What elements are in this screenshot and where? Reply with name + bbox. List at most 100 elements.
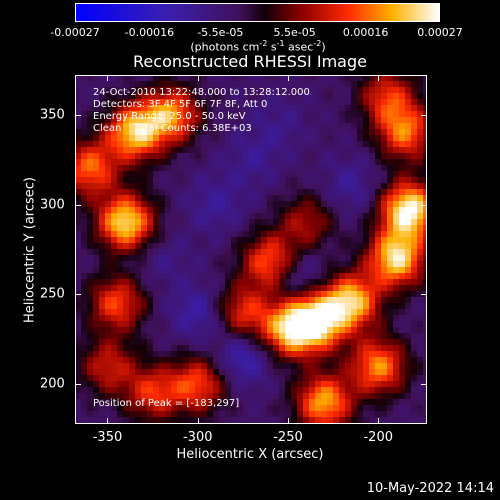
heatmap-cell xyxy=(243,117,249,123)
heatmap-cell xyxy=(111,309,117,315)
heatmap-cell xyxy=(99,363,105,369)
heatmap-cell xyxy=(177,111,183,117)
heatmap-cell xyxy=(327,177,333,183)
heatmap-cell xyxy=(411,279,417,285)
heatmap-cell xyxy=(375,333,381,339)
heatmap-cell xyxy=(195,267,201,273)
heatmap-cell xyxy=(207,189,213,195)
heatmap-cell xyxy=(111,387,117,393)
heatmap-cell xyxy=(351,237,357,243)
heatmap-cell xyxy=(243,177,249,183)
heatmap-cell xyxy=(327,285,333,291)
heatmap-cell xyxy=(195,231,201,237)
heatmap-cell xyxy=(183,231,189,237)
heatmap-cell xyxy=(405,177,411,183)
heatmap-cell xyxy=(129,417,135,423)
heatmap-cell xyxy=(129,321,135,327)
heatmap-cell xyxy=(201,303,207,309)
heatmap-cell xyxy=(147,333,153,339)
heatmap-cell xyxy=(291,261,297,267)
heatmap-cell xyxy=(195,261,201,267)
heatmap-cell xyxy=(153,351,159,357)
heatmap-cell xyxy=(183,159,189,165)
heatmap-cell xyxy=(75,321,81,327)
heatmap-cell xyxy=(393,357,399,363)
heatmap-cell xyxy=(381,249,387,255)
heatmap-cell xyxy=(327,327,333,333)
heatmap-cell xyxy=(315,315,321,321)
heatmap-cell xyxy=(417,183,423,189)
heatmap-cell xyxy=(165,189,171,195)
heatmap-cell xyxy=(369,171,375,177)
heatmap-cell xyxy=(117,117,123,123)
heatmap-cell xyxy=(423,267,427,273)
heatmap-cell xyxy=(237,321,243,327)
heatmap-cell xyxy=(99,159,105,165)
heatmap-cell xyxy=(399,303,405,309)
heatmap-cell xyxy=(117,363,123,369)
heatmap-cell xyxy=(99,189,105,195)
heatmap-cell xyxy=(255,105,261,111)
heatmap-cell xyxy=(105,189,111,195)
heatmap-cell xyxy=(219,225,225,231)
heatmap-cell xyxy=(147,309,153,315)
heatmap-cell xyxy=(273,183,279,189)
heatmap-cell xyxy=(273,339,279,345)
heatmap-cell xyxy=(99,399,105,405)
heatmap-cell xyxy=(147,285,153,291)
heatmap-cell xyxy=(141,363,147,369)
heatmap-cell xyxy=(237,99,243,105)
heatmap-cell xyxy=(225,87,231,93)
heatmap-cell xyxy=(423,195,427,201)
heatmap-cell xyxy=(81,255,87,261)
heatmap-image xyxy=(75,75,427,424)
heatmap-cell xyxy=(279,237,285,243)
heatmap-cell xyxy=(393,105,399,111)
heatmap-cell xyxy=(177,309,183,315)
heatmap-cell xyxy=(315,177,321,183)
heatmap-cell xyxy=(309,231,315,237)
heatmap-cell xyxy=(87,195,93,201)
heatmap-cell xyxy=(243,345,249,351)
heatmap-cell xyxy=(165,81,171,87)
heatmap-cell xyxy=(105,219,111,225)
heatmap-cell xyxy=(375,117,381,123)
heatmap-cell xyxy=(177,213,183,219)
heatmap-cell xyxy=(237,285,243,291)
heatmap-cell xyxy=(357,297,363,303)
heatmap-cell xyxy=(93,153,99,159)
heatmap-cell xyxy=(279,159,285,165)
heatmap-cell xyxy=(147,291,153,297)
heatmap-cell xyxy=(75,219,81,225)
heatmap-cell xyxy=(327,213,333,219)
heatmap-cell xyxy=(273,237,279,243)
heatmap-cell xyxy=(165,75,171,81)
heatmap-cell xyxy=(339,423,345,424)
heatmap-cell xyxy=(261,411,267,417)
heatmap-cell xyxy=(75,291,81,297)
heatmap-cell xyxy=(261,153,267,159)
heatmap-cell xyxy=(363,285,369,291)
heatmap-cell xyxy=(105,243,111,249)
heatmap-cell xyxy=(261,189,267,195)
heatmap-cell xyxy=(123,351,129,357)
heatmap-cell xyxy=(333,333,339,339)
heatmap-cell xyxy=(177,315,183,321)
heatmap-cell xyxy=(303,393,309,399)
heatmap-cell xyxy=(399,141,405,147)
heatmap-cell xyxy=(285,255,291,261)
heatmap-cell xyxy=(231,399,237,405)
heatmap-cell xyxy=(207,405,213,411)
heatmap-cell xyxy=(297,351,303,357)
heatmap-cell xyxy=(291,105,297,111)
heatmap-cell xyxy=(321,141,327,147)
heatmap-cell xyxy=(303,399,309,405)
heatmap-cell xyxy=(165,195,171,201)
heatmap-cell xyxy=(237,357,243,363)
heatmap-cell xyxy=(159,369,165,375)
heatmap-cell xyxy=(387,213,393,219)
heatmap-cell xyxy=(141,177,147,183)
heatmap-cell xyxy=(393,345,399,351)
heatmap-cell xyxy=(411,195,417,201)
heatmap-cell xyxy=(87,207,93,213)
